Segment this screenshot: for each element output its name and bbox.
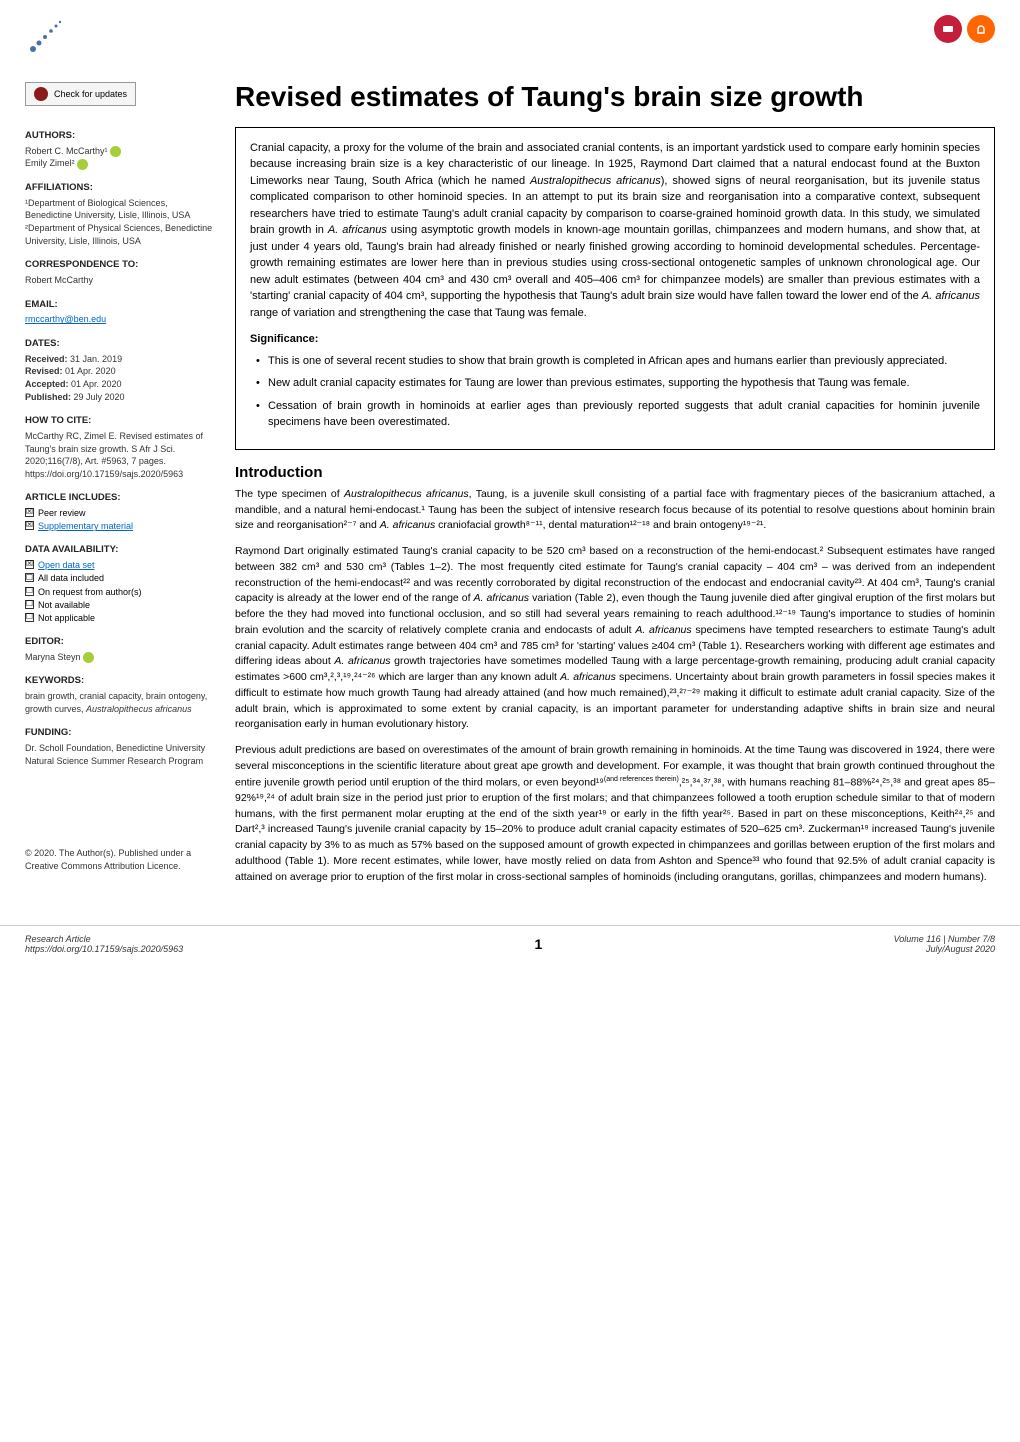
correspondence-label: CORRESPONDENCE TO: [25, 259, 217, 272]
howtocite-text: McCarthy RC, Zimel E. Revised estimates … [25, 430, 217, 480]
funding-text: Dr. Scholl Foundation, Benedictine Unive… [25, 742, 217, 767]
orcid-icon[interactable] [83, 652, 94, 663]
open-dataset-link[interactable]: Open data set [38, 559, 95, 571]
checkbox-open-dataset: ☒ Open data set [25, 559, 217, 571]
page-footer: Research Article https://doi.org/10.1715… [0, 925, 1020, 969]
check-updates-label: Check for updates [54, 88, 127, 100]
main-content: Revised estimates of Taung's brain size … [235, 82, 995, 895]
abstract-box: Cranial capacity, a proxy for the volume… [235, 127, 995, 450]
introduction-heading: Introduction [235, 464, 995, 481]
article-title: Revised estimates of Taung's brain size … [235, 82, 995, 113]
authors-label: AUTHORS: [25, 130, 217, 143]
checkbox-icon: ☒ [25, 521, 34, 530]
body-paragraph: The type specimen of Australopithecus af… [235, 487, 995, 534]
checkbox-not-applicable: ☐ Not applicable [25, 612, 217, 624]
checkbox-supplementary: ☒ Supplementary material [25, 520, 217, 532]
checkbox-icon: ☐ [25, 587, 34, 596]
check-updates-icon [34, 87, 48, 101]
checkbox-icon: ☐ [25, 600, 34, 609]
date-accepted: Accepted: 01 Apr. 2020 [25, 378, 217, 391]
date-received: Received: 31 Jan. 2019 [25, 353, 217, 366]
copyright-text: © 2020. The Author(s). Published under a… [25, 847, 217, 872]
footer-left: Research Article https://doi.org/10.1715… [25, 934, 183, 954]
checkbox-all-data: ☐ All data included [25, 572, 217, 584]
checkbox-icon: ☐ [25, 573, 34, 582]
orcid-icon[interactable] [110, 146, 121, 157]
correspondence-name: Robert McCarthy [25, 274, 217, 287]
email-label: EMAIL: [25, 299, 217, 312]
abstract-text: Cranial capacity, a proxy for the volume… [250, 140, 980, 322]
significance-item: New adult cranial capacity estimates for… [250, 375, 980, 392]
checkbox-on-request: ☐ On request from author(s) [25, 586, 217, 598]
date-published: Published: 29 July 2020 [25, 391, 217, 404]
keywords-text: brain growth, cranial capacity, brain on… [25, 690, 217, 715]
editor-name: Maryna Steyn [25, 651, 217, 664]
open-access-badge [967, 15, 995, 43]
dates-label: DATES: [25, 338, 217, 351]
significance-list: This is one of several recent studies to… [250, 353, 980, 431]
body-paragraph: Previous adult predictions are based on … [235, 743, 995, 885]
author2: Emily Zimel² [25, 157, 217, 170]
body-paragraph: Raymond Dart originally estimated Taung'… [235, 544, 995, 733]
checkbox-icon: ☒ [25, 508, 34, 517]
editor-label: EDITOR: [25, 636, 217, 649]
check-for-updates-button[interactable]: Check for updates [25, 82, 136, 106]
orcid-icon[interactable] [77, 159, 88, 170]
significance-item: Cessation of brain growth in hominoids a… [250, 398, 980, 431]
article-includes-label: ARTICLE INCLUDES: [25, 492, 217, 505]
affiliation1: ¹Department of Biological Sciences, Bene… [25, 197, 217, 222]
data-availability-label: DATA AVAILABILITY: [25, 544, 217, 557]
checkbox-peer-review: ☒ Peer review [25, 507, 217, 519]
significance-item: This is one of several recent studies to… [250, 353, 980, 370]
howtocite-label: HOW TO CITE: [25, 415, 217, 428]
date-revised: Revised: 01 Apr. 2020 [25, 365, 217, 378]
funding-label: FUNDING: [25, 727, 217, 740]
checkbox-not-available: ☐ Not available [25, 599, 217, 611]
crossmark-badge [934, 15, 962, 43]
supplementary-link[interactable]: Supplementary material [38, 520, 133, 532]
footer-right: Volume 116 | Number 7/8 July/August 2020 [894, 934, 995, 954]
sidebar: Check for updates AUTHORS: Robert C. McC… [25, 82, 235, 895]
keywords-label: KEYWORDS: [25, 675, 217, 688]
page-number: 1 [534, 936, 542, 952]
checkbox-icon: ☒ [25, 560, 34, 569]
significance-label: Significance: [250, 331, 980, 348]
checkbox-icon: ☐ [25, 613, 34, 622]
header-badges [934, 15, 995, 62]
affiliations-label: AFFILIATIONS: [25, 182, 217, 195]
affiliation2: ²Department of Physical Sciences, Benedi… [25, 222, 217, 247]
author1: Robert C. McCarthy¹ [25, 145, 217, 158]
email-value[interactable]: rmccarthy@ben.edu [25, 313, 217, 326]
journal-logo [25, 15, 67, 62]
header-row [0, 0, 1020, 62]
